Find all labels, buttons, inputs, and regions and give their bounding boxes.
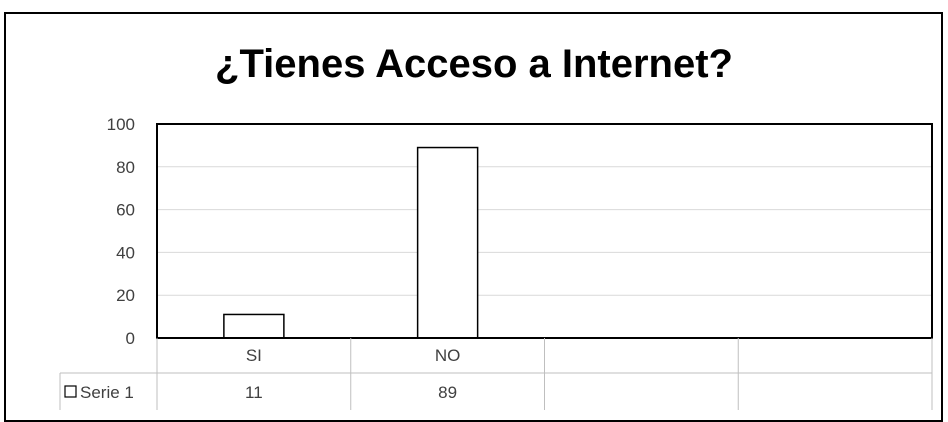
y-tick-label: 80 — [116, 158, 135, 177]
x-category-label: SI — [246, 346, 262, 365]
data-table-value: 89 — [438, 383, 457, 402]
y-tick-label: 100 — [107, 115, 135, 134]
data-table: SI NO Serie 1 11 89 — [59, 338, 933, 410]
legend-key-serie-1 — [64, 385, 77, 398]
bars — [223, 146, 479, 339]
bar-si — [223, 313, 285, 339]
bar-no — [416, 146, 479, 339]
data-table-value: 11 — [245, 383, 263, 402]
plot-border — [156, 123, 933, 339]
y-tick-label: 40 — [116, 243, 135, 262]
gridlines — [157, 166, 932, 296]
y-tick-label: 60 — [116, 201, 135, 220]
chart-title: ¿Tienes Acceso a Internet? — [215, 42, 733, 86]
legend-label-serie-1: Serie 1 — [80, 383, 134, 402]
axes: 0 20 40 60 80 100 — [107, 115, 933, 348]
x-category-label: NO — [435, 346, 461, 365]
y-tick-label: 20 — [116, 286, 135, 305]
y-tick-label: 0 — [126, 329, 135, 348]
